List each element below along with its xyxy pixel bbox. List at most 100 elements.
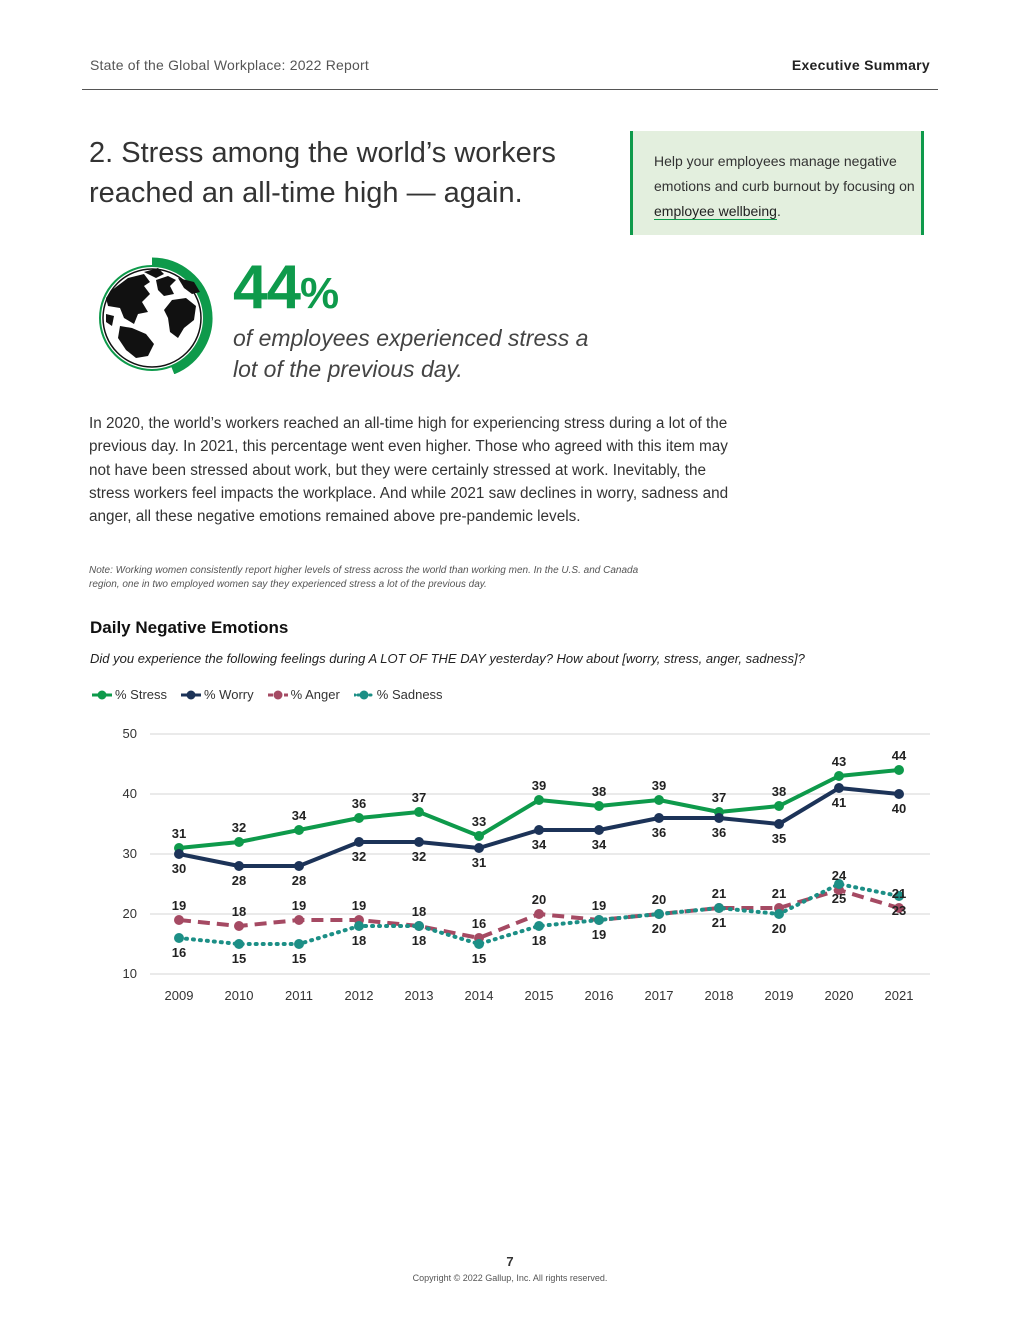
callout-box: Help your employees manage negative emot… bbox=[630, 131, 924, 235]
legend-label-stress: % Stress bbox=[115, 687, 168, 702]
data-label-sadness: 18 bbox=[352, 933, 366, 948]
data-label-stress: 32 bbox=[232, 820, 246, 835]
stat-number: 44 bbox=[233, 253, 301, 322]
x-tick-label: 2015 bbox=[525, 988, 554, 1003]
data-label-worry: 40 bbox=[892, 801, 906, 816]
legend-anger-marker bbox=[267, 690, 288, 699]
legend-sadness-marker bbox=[353, 690, 374, 699]
chart-subtitle: Did you experience the following feeling… bbox=[90, 651, 805, 666]
y-tick-label: 40 bbox=[123, 786, 137, 801]
data-point-anger bbox=[894, 903, 904, 913]
x-tick-label: 2012 bbox=[345, 988, 374, 1003]
body-paragraph: In 2020, the world’s workers reached an … bbox=[89, 415, 729, 526]
data-label-anger: 18 bbox=[232, 904, 246, 919]
data-point-stress bbox=[894, 765, 904, 775]
data-point-stress bbox=[774, 801, 784, 811]
data-label-sadness: 15 bbox=[232, 951, 246, 966]
data-point-sadness bbox=[594, 915, 604, 925]
data-label-worry: 41 bbox=[832, 795, 846, 810]
page-headline: 2. Stress among the world’s workers reac… bbox=[89, 137, 556, 209]
data-point-worry bbox=[174, 849, 184, 859]
data-label-worry: 28 bbox=[232, 873, 246, 888]
data-label-stress: 31 bbox=[172, 826, 186, 841]
x-tick-label: 2014 bbox=[465, 988, 494, 1003]
data-label-stress: 39 bbox=[652, 778, 666, 793]
stat-value: 44% bbox=[233, 252, 339, 323]
data-label-anger: 20 bbox=[532, 892, 546, 907]
data-point-stress bbox=[294, 825, 304, 835]
data-label-sadness: 18 bbox=[532, 933, 546, 948]
data-label-stress: 44 bbox=[892, 748, 907, 763]
data-point-stress bbox=[474, 831, 484, 841]
data-point-worry bbox=[834, 783, 844, 793]
data-point-sadness bbox=[834, 879, 844, 889]
data-point-sadness bbox=[294, 939, 304, 949]
data-label-sadness: 16 bbox=[172, 945, 186, 960]
data-label-stress: 38 bbox=[592, 784, 606, 799]
data-point-sadness bbox=[714, 903, 724, 913]
data-label-anger: 24 bbox=[832, 868, 847, 883]
legend-stress-marker bbox=[92, 690, 112, 699]
data-point-worry bbox=[414, 837, 424, 847]
data-label-stress: 34 bbox=[292, 808, 307, 823]
data-point-worry bbox=[234, 861, 244, 871]
data-label-worry: 36 bbox=[652, 825, 666, 840]
y-tick-label: 10 bbox=[123, 966, 137, 981]
data-label-anger: 19 bbox=[352, 898, 366, 913]
data-point-sadness bbox=[654, 909, 664, 919]
x-tick-label: 2017 bbox=[645, 988, 674, 1003]
data-label-stress: 39 bbox=[532, 778, 546, 793]
data-label-worry: 30 bbox=[172, 861, 186, 876]
data-label-sadness: 18 bbox=[412, 933, 426, 948]
data-label-stress: 36 bbox=[352, 796, 366, 811]
data-point-stress bbox=[654, 795, 664, 805]
copyright-text: Copyright © 2022 Gallup, Inc. All rights… bbox=[412, 1273, 608, 1283]
legend-label-anger: % Anger bbox=[290, 687, 340, 702]
data-point-stress bbox=[534, 795, 544, 805]
data-label-sadness: 15 bbox=[292, 951, 306, 966]
legend-item-sadness: % Sadness bbox=[353, 687, 443, 702]
data-label-stress: 38 bbox=[772, 784, 786, 799]
data-label-worry: 32 bbox=[352, 849, 366, 864]
data-point-worry bbox=[774, 819, 784, 829]
data-point-sadness bbox=[354, 921, 364, 931]
stat-unit: % bbox=[299, 269, 340, 318]
section-title: Executive Summary bbox=[791, 57, 930, 73]
employee-wellbeing-link[interactable]: employee wellbeing bbox=[654, 203, 777, 220]
x-tick-label: 2009 bbox=[165, 988, 194, 1003]
data-point-stress bbox=[234, 837, 244, 847]
data-label-sadness: 21 bbox=[712, 915, 726, 930]
x-tick-label: 2013 bbox=[405, 988, 434, 1003]
legend-item-stress: % Stress bbox=[92, 687, 167, 702]
y-tick-label: 50 bbox=[123, 726, 137, 741]
data-label-worry: 31 bbox=[472, 855, 486, 870]
x-tick-label: 2021 bbox=[885, 988, 914, 1003]
data-point-sadness bbox=[234, 939, 244, 949]
x-tick-label: 2018 bbox=[705, 988, 734, 1003]
data-point-sadness bbox=[174, 933, 184, 943]
x-tick-label: 2016 bbox=[585, 988, 614, 1003]
data-label-stress: 37 bbox=[712, 790, 726, 805]
legend-label-worry: % Worry bbox=[204, 687, 254, 702]
data-point-sadness bbox=[774, 909, 784, 919]
legend-item-worry: % Worry bbox=[181, 687, 254, 702]
data-point-anger bbox=[174, 915, 184, 925]
data-label-sadness: 23 bbox=[892, 903, 906, 918]
data-label-anger: 19 bbox=[292, 898, 306, 913]
data-point-worry bbox=[654, 813, 664, 823]
y-tick-label: 30 bbox=[123, 846, 137, 861]
data-label-stress: 43 bbox=[832, 754, 846, 769]
page-number: 7 bbox=[506, 1254, 514, 1269]
data-label-sadness: 20 bbox=[772, 921, 786, 936]
data-label-stress: 33 bbox=[472, 814, 486, 829]
stat-ring bbox=[151, 257, 213, 374]
data-label-sadness: 19 bbox=[592, 927, 606, 942]
globe-icon bbox=[99, 257, 213, 374]
data-label-anger: 19 bbox=[592, 898, 606, 913]
data-label-anger: 21 bbox=[712, 886, 726, 901]
data-point-worry bbox=[594, 825, 604, 835]
data-point-worry bbox=[534, 825, 544, 835]
data-label-worry: 34 bbox=[532, 837, 547, 852]
data-label-worry: 28 bbox=[292, 873, 306, 888]
